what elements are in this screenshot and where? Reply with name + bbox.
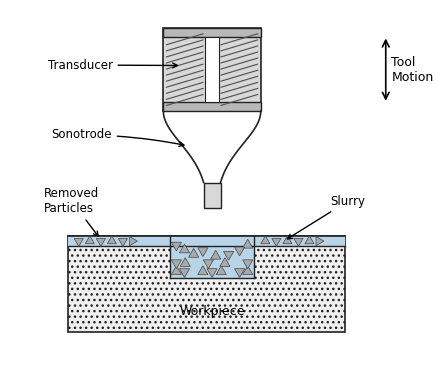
Bar	[68, 236, 345, 331]
Polygon shape	[261, 236, 270, 244]
Polygon shape	[294, 238, 303, 246]
Polygon shape	[224, 251, 234, 260]
Polygon shape	[198, 248, 208, 256]
Polygon shape	[107, 236, 116, 244]
Polygon shape	[235, 247, 245, 256]
Bar	[164, 28, 261, 111]
Polygon shape	[96, 238, 105, 246]
Bar	[203, 183, 220, 208]
Polygon shape	[211, 250, 221, 259]
Polygon shape	[316, 237, 324, 246]
Polygon shape	[74, 238, 83, 246]
Polygon shape	[179, 269, 190, 277]
Polygon shape	[243, 260, 253, 269]
Polygon shape	[171, 266, 181, 275]
Text: Removed
Particles: Removed Particles	[44, 187, 99, 236]
Text: Transducer: Transducer	[47, 59, 177, 72]
Polygon shape	[118, 238, 128, 246]
Bar	[205, 38, 220, 102]
Polygon shape	[243, 239, 253, 248]
Text: Slurry: Slurry	[288, 194, 366, 239]
Polygon shape	[171, 242, 181, 251]
Polygon shape	[235, 269, 245, 277]
Polygon shape	[198, 266, 208, 275]
Polygon shape	[179, 244, 190, 253]
Polygon shape	[171, 260, 181, 269]
Text: Tool
Motion: Tool Motion	[391, 56, 434, 84]
Polygon shape	[85, 236, 95, 244]
Bar	[254, 236, 345, 246]
Polygon shape	[243, 266, 253, 275]
Polygon shape	[220, 258, 230, 266]
Bar	[164, 102, 261, 111]
Polygon shape	[203, 260, 213, 269]
Polygon shape	[305, 236, 314, 244]
Bar	[170, 236, 254, 278]
Text: Sonotrode: Sonotrode	[51, 128, 184, 146]
Polygon shape	[207, 269, 217, 277]
Polygon shape	[272, 238, 281, 246]
Polygon shape	[180, 258, 190, 266]
Text: Workpiece: Workpiece	[179, 305, 245, 318]
Polygon shape	[216, 266, 226, 275]
Bar	[68, 236, 170, 246]
Polygon shape	[283, 236, 292, 244]
Polygon shape	[129, 237, 138, 246]
Polygon shape	[189, 248, 199, 257]
Bar	[164, 28, 261, 38]
